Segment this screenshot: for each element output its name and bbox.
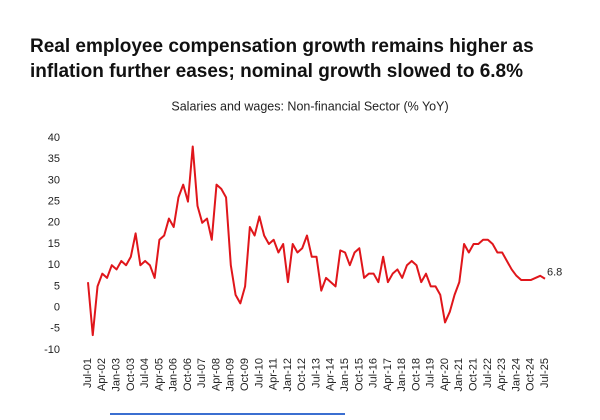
x-tick-label: Apr-20 xyxy=(439,358,451,391)
x-tick-label: Oct-24 xyxy=(525,358,537,391)
y-tick-label: -5 xyxy=(50,323,60,335)
x-tick-label: Oct-09 xyxy=(239,358,251,391)
y-tick-label: 15 xyxy=(48,238,60,250)
y-tick-label: 40 xyxy=(48,132,60,144)
y-tick-label: 35 xyxy=(48,153,60,165)
x-tick-label: Jul-19 xyxy=(425,358,437,388)
x-tick-label: Apr-05 xyxy=(153,358,165,391)
x-tick-label: Oct-18 xyxy=(410,358,422,391)
x-tick-label: Jul-22 xyxy=(482,358,494,388)
x-tick-label: Jan-18 xyxy=(396,358,408,392)
y-tick-label: 5 xyxy=(54,280,60,292)
x-tick-label: Jul-04 xyxy=(139,358,151,388)
x-tick-label: Jul-07 xyxy=(196,358,208,388)
x-tick-label: Jan-15 xyxy=(339,358,351,392)
x-tick-label: Jul-13 xyxy=(310,358,322,388)
y-tick-label: 30 xyxy=(48,174,60,186)
x-tick-label: Apr-17 xyxy=(382,358,394,391)
x-tick-label: Oct-12 xyxy=(296,358,308,391)
y-tick-label: 25 xyxy=(48,196,60,208)
x-tick-label: Jul-10 xyxy=(253,358,265,388)
data-label: 6.8 xyxy=(547,267,562,279)
x-tick-label: Apr-14 xyxy=(325,358,337,391)
x-tick-label: Jul-25 xyxy=(539,358,551,388)
x-tick-label: Jan-06 xyxy=(168,358,180,392)
x-tick-label: Jul-01 xyxy=(82,358,94,388)
x-tick-label: Jan-03 xyxy=(110,358,122,392)
y-tick-label: -10 xyxy=(44,344,60,356)
y-tick-label: 20 xyxy=(48,217,60,229)
x-tick-label: Oct-21 xyxy=(468,358,480,391)
x-tick-label: Jan-24 xyxy=(510,358,522,392)
chart-title: Real employee compensation growth remain… xyxy=(30,36,534,82)
x-tick-label: Oct-06 xyxy=(182,358,194,391)
x-tick-label: Oct-03 xyxy=(125,358,137,391)
x-tick-label: Apr-23 xyxy=(496,358,508,391)
x-tick-label: Jan-09 xyxy=(225,358,237,392)
y-tick-label: 10 xyxy=(48,259,60,271)
x-tick-label: Apr-08 xyxy=(210,358,222,391)
x-tick-label: Jul-16 xyxy=(368,358,380,388)
x-tick-label: Jan-21 xyxy=(453,358,465,392)
x-tick-label: Apr-02 xyxy=(96,358,108,391)
chart-subtitle: Salaries and wages: Non-financial Sector… xyxy=(171,99,448,113)
x-tick-label: Oct-15 xyxy=(353,358,365,391)
data-line xyxy=(87,145,546,337)
x-tick-label: Jan-12 xyxy=(282,358,294,392)
y-tick-label: 0 xyxy=(54,302,60,314)
x-tick-label: Apr-11 xyxy=(268,358,280,390)
